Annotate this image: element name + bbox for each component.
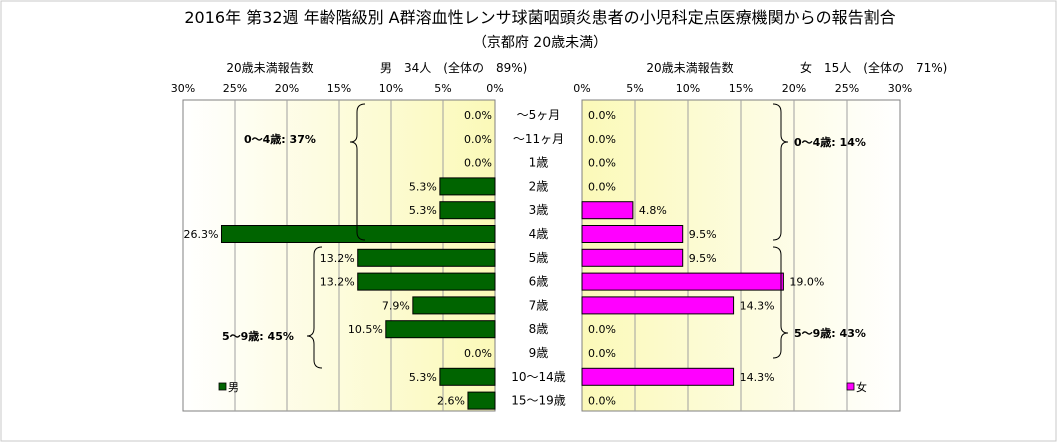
tick-label-right: 30% bbox=[888, 82, 912, 95]
bar-male bbox=[467, 391, 496, 410]
bar-female bbox=[581, 201, 634, 220]
female-annotation-5-9: 5～9歳: 43% bbox=[794, 326, 866, 340]
value-label-female: 14.3% bbox=[740, 299, 775, 312]
female-brace-0-4 bbox=[772, 103, 789, 241]
tick-label-left: 25% bbox=[223, 82, 247, 95]
tick-label-left: 10% bbox=[379, 82, 403, 95]
value-label-male: 26.3% bbox=[184, 228, 219, 241]
male-brace-0-4 bbox=[349, 103, 366, 241]
tick-label-left: 15% bbox=[327, 82, 351, 95]
category-label: 8歳 bbox=[529, 322, 549, 336]
category-label: 15～19歳 bbox=[511, 394, 566, 408]
legend-male-swatch bbox=[218, 382, 227, 391]
value-label-female: 0.0% bbox=[588, 323, 616, 336]
value-label-male: 5.3% bbox=[409, 180, 437, 193]
value-label-male: 0.0% bbox=[464, 109, 492, 122]
tick-label-left: 0% bbox=[486, 82, 503, 95]
category-label: 3歳 bbox=[529, 203, 549, 217]
female-header-value: 女 15人 (全体の 71%) bbox=[800, 60, 947, 75]
female-header-label: 20歳未満報告数 bbox=[646, 60, 733, 75]
category-label: ～11ヶ月 bbox=[513, 132, 564, 146]
legend-male-label: 男 bbox=[228, 381, 239, 394]
female-annotation-0-4: 0～4歳: 14% bbox=[794, 135, 866, 149]
category-label: 7歳 bbox=[529, 298, 549, 312]
bar-male bbox=[357, 248, 496, 267]
legend-female-label: 女 bbox=[856, 380, 867, 394]
tick-label-right: 0% bbox=[573, 82, 590, 95]
category-label: ～5ヶ月 bbox=[517, 108, 561, 122]
tick-label-right: 10% bbox=[676, 82, 700, 95]
value-label-female: 9.5% bbox=[689, 252, 717, 265]
value-label-female: 4.8% bbox=[639, 204, 667, 217]
chart-title: 2016年 第32週 年齢階級別 A群溶血性レンサ球菌咽頭炎患者の小児科定点医療… bbox=[184, 8, 895, 27]
value-label-male: 2.6% bbox=[437, 395, 465, 408]
value-label-male: 0.0% bbox=[464, 133, 492, 146]
value-label-female: 9.5% bbox=[689, 228, 717, 241]
male-annotation-0-4: 0～4歳: 37% bbox=[244, 132, 316, 146]
value-label-female: 14.3% bbox=[740, 371, 775, 384]
value-label-female: 0.0% bbox=[588, 157, 616, 170]
bar-male bbox=[220, 225, 496, 243]
category-label: 5歳 bbox=[529, 251, 549, 265]
category-label: 1歳 bbox=[529, 156, 549, 170]
bar-male bbox=[357, 272, 496, 291]
value-label-male: 13.2% bbox=[320, 276, 355, 289]
bar-female bbox=[581, 296, 735, 315]
category-label: 6歳 bbox=[529, 275, 549, 289]
tick-label-right: 20% bbox=[782, 82, 806, 95]
category-label: 4歳 bbox=[529, 227, 549, 241]
chart-subtitle: （京都府 20歳未満） bbox=[473, 35, 607, 51]
male-brace-5-9 bbox=[306, 246, 323, 369]
bar-male bbox=[439, 367, 496, 386]
value-label-female: 0.0% bbox=[588, 347, 616, 360]
category-label: 10～14歳 bbox=[511, 370, 566, 384]
value-label-female: 0.0% bbox=[588, 180, 616, 193]
bar-female bbox=[581, 367, 735, 386]
value-label-female: 19.0% bbox=[789, 276, 824, 289]
value-label-male: 7.9% bbox=[382, 299, 410, 312]
tick-label-right: 25% bbox=[835, 82, 859, 95]
value-label-male: 5.3% bbox=[409, 204, 437, 217]
tick-label-left: 5% bbox=[434, 82, 451, 95]
value-label-female: 0.0% bbox=[588, 109, 616, 122]
male-header-value: 男 34人 (全体の 89%) bbox=[380, 60, 527, 75]
bar-male bbox=[385, 320, 496, 339]
category-label: 9歳 bbox=[529, 346, 549, 360]
tick-label-right: 5% bbox=[626, 82, 643, 95]
bar-female bbox=[581, 248, 684, 267]
bar-female bbox=[581, 272, 784, 291]
value-label-male: 0.0% bbox=[464, 157, 492, 170]
bar-male bbox=[439, 201, 496, 220]
value-label-male: 5.3% bbox=[409, 371, 437, 384]
male-annotation-5-9: 5～9歳: 45% bbox=[222, 329, 294, 343]
value-label-male: 10.5% bbox=[348, 323, 383, 336]
bar-male bbox=[439, 177, 496, 196]
tick-label-left: 20% bbox=[275, 82, 299, 95]
male-header-label: 20歳未満報告数 bbox=[226, 60, 313, 75]
bar-male bbox=[412, 296, 496, 315]
value-label-male: 13.2% bbox=[320, 252, 355, 265]
value-label-male: 0.0% bbox=[464, 347, 492, 360]
tick-label-left: 30% bbox=[171, 82, 195, 95]
legend-female-swatch bbox=[846, 382, 855, 391]
category-label: 2歳 bbox=[529, 179, 549, 193]
tick-label-right: 15% bbox=[729, 82, 753, 95]
female-brace-5-9 bbox=[772, 246, 789, 359]
value-label-female: 0.0% bbox=[588, 395, 616, 408]
bar-female bbox=[581, 225, 684, 243]
value-label-female: 0.0% bbox=[588, 133, 616, 146]
